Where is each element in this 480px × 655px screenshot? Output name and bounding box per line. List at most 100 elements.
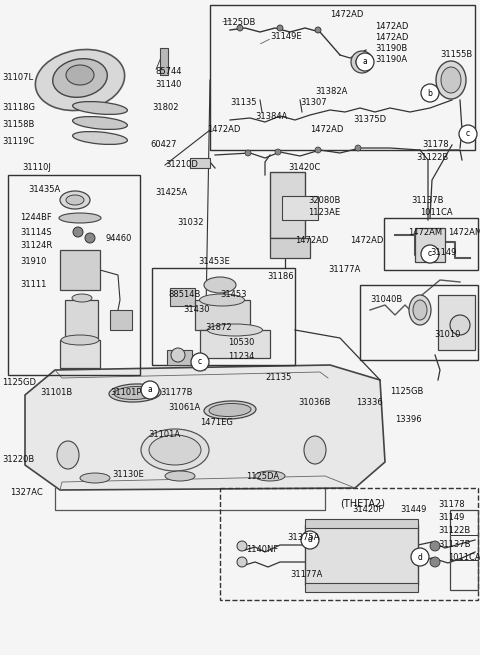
Text: 31872: 31872 — [205, 323, 232, 332]
Ellipse shape — [36, 49, 125, 111]
Text: 31178: 31178 — [438, 500, 465, 509]
Text: 31210D: 31210D — [165, 160, 198, 169]
Bar — [167, 350, 192, 365]
Circle shape — [421, 84, 439, 102]
Text: 31137B: 31137B — [438, 540, 470, 549]
Text: 31177A: 31177A — [290, 570, 323, 579]
Ellipse shape — [80, 473, 110, 483]
Text: 13396: 13396 — [395, 415, 421, 424]
Ellipse shape — [356, 56, 368, 68]
Text: 1472AD: 1472AD — [375, 33, 408, 42]
Circle shape — [459, 125, 477, 143]
Text: 1472AD: 1472AD — [310, 125, 343, 134]
Ellipse shape — [60, 191, 90, 209]
Text: 11234: 11234 — [228, 352, 254, 361]
Text: 31802: 31802 — [152, 103, 179, 112]
Bar — [305, 519, 418, 528]
Bar — [210, 5, 475, 150]
Circle shape — [275, 149, 281, 155]
Text: 31111: 31111 — [20, 280, 47, 289]
Text: 31155B: 31155B — [440, 50, 472, 59]
Text: 31435A: 31435A — [28, 185, 60, 194]
Bar — [305, 583, 418, 592]
Text: 1140NF: 1140NF — [246, 545, 278, 554]
Text: 31910: 31910 — [20, 257, 47, 266]
Bar — [220, 488, 478, 600]
Ellipse shape — [441, 67, 461, 93]
Ellipse shape — [149, 435, 201, 465]
Bar — [190, 158, 210, 168]
Ellipse shape — [59, 213, 101, 223]
Text: 31375D: 31375D — [353, 115, 386, 124]
Text: c: c — [198, 358, 202, 367]
Text: c: c — [428, 250, 432, 259]
Ellipse shape — [61, 335, 99, 345]
Ellipse shape — [66, 65, 94, 85]
Text: 31190A: 31190A — [375, 55, 407, 64]
Text: 21135: 21135 — [265, 373, 291, 382]
Text: 31220B: 31220B — [2, 455, 34, 464]
Bar — [270, 238, 310, 258]
Text: 32080B: 32080B — [308, 196, 340, 205]
Text: a: a — [148, 386, 152, 394]
Polygon shape — [25, 365, 385, 490]
Text: 31101B: 31101B — [40, 388, 72, 397]
Text: (THETA2): (THETA2) — [340, 498, 385, 508]
Circle shape — [356, 53, 374, 71]
Bar — [282, 196, 318, 220]
Text: 31178: 31178 — [422, 140, 449, 149]
Text: 1125GD: 1125GD — [2, 378, 36, 387]
Text: 31382A: 31382A — [315, 87, 348, 96]
Ellipse shape — [72, 117, 127, 130]
Text: 1244BF: 1244BF — [20, 213, 52, 222]
Bar — [160, 48, 168, 75]
Text: 31110J: 31110J — [22, 163, 51, 172]
Circle shape — [85, 233, 95, 243]
Bar — [60, 340, 100, 368]
Bar — [415, 228, 445, 262]
Bar — [450, 510, 478, 590]
Text: b: b — [428, 88, 432, 98]
Text: 31061A: 31061A — [168, 403, 200, 412]
Text: 31140: 31140 — [155, 80, 181, 89]
Text: 31122B: 31122B — [416, 153, 448, 162]
Bar — [200, 330, 270, 358]
Text: 1327AC: 1327AC — [10, 488, 43, 497]
Bar — [270, 172, 305, 238]
Bar — [65, 300, 98, 338]
Text: 31114S: 31114S — [20, 228, 52, 237]
Text: 31430: 31430 — [183, 305, 209, 314]
Text: 94460: 94460 — [105, 234, 132, 243]
Circle shape — [315, 147, 321, 153]
Text: 31177A: 31177A — [328, 265, 360, 274]
Text: 31158B: 31158B — [2, 120, 35, 129]
Text: 88514B: 88514B — [168, 290, 200, 299]
Text: 1472AD: 1472AD — [375, 22, 408, 31]
Ellipse shape — [109, 384, 161, 402]
Ellipse shape — [141, 429, 209, 471]
Bar — [170, 288, 195, 306]
Text: 31384A: 31384A — [255, 112, 288, 121]
Circle shape — [277, 25, 283, 31]
Text: d: d — [308, 536, 312, 544]
Circle shape — [430, 557, 440, 567]
Circle shape — [301, 531, 319, 549]
Text: 1123AE: 1123AE — [308, 208, 340, 217]
Text: 31420C: 31420C — [288, 163, 320, 172]
Text: 31036B: 31036B — [298, 398, 331, 407]
Ellipse shape — [207, 324, 263, 336]
Text: 1125DA: 1125DA — [246, 472, 279, 481]
Ellipse shape — [200, 294, 244, 306]
Circle shape — [245, 150, 251, 156]
Ellipse shape — [72, 132, 127, 145]
Ellipse shape — [114, 386, 156, 400]
Ellipse shape — [351, 51, 373, 73]
Text: 31124R: 31124R — [20, 241, 52, 250]
Text: 1472AD: 1472AD — [207, 125, 240, 134]
Text: 31107L: 31107L — [2, 73, 33, 82]
Text: 1472AD: 1472AD — [295, 236, 328, 245]
Text: 1125DB: 1125DB — [222, 18, 255, 27]
Ellipse shape — [413, 300, 427, 320]
Circle shape — [355, 145, 361, 151]
Text: 1471EG: 1471EG — [200, 418, 233, 427]
